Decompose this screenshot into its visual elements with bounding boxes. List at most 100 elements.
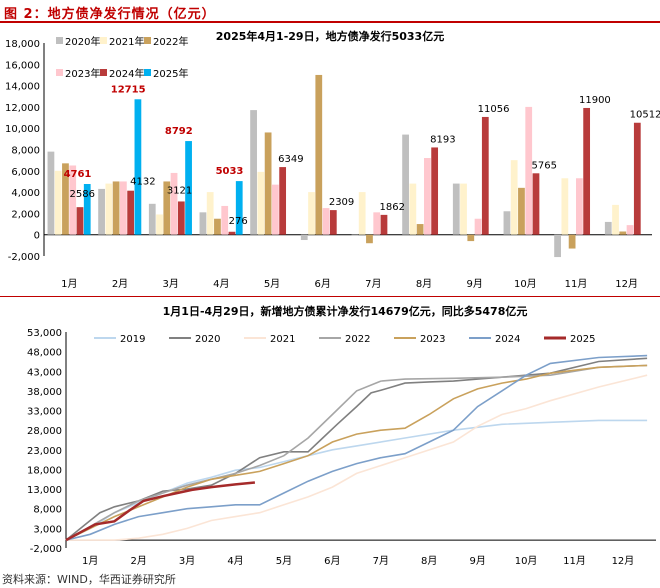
bar-data-label-2025: 4761: [64, 169, 92, 180]
y-tick-label: 18,000: [5, 39, 40, 50]
bar: [315, 74, 323, 235]
x-tick-label: 5月: [276, 555, 292, 567]
bar: [69, 165, 77, 235]
legend-label: 2020: [195, 334, 220, 345]
y-tick-label: 4,000: [11, 188, 40, 199]
y-tick-label: 48,000: [27, 348, 62, 359]
x-tick-label: 12月: [615, 278, 638, 290]
bar: [409, 183, 417, 235]
bar-data-label: 5765: [532, 160, 557, 171]
x-tick-label: 11月: [563, 555, 586, 567]
bar: [105, 183, 113, 235]
bar: [83, 183, 91, 235]
bar: [460, 183, 467, 235]
bar: [626, 225, 634, 235]
y-tick-label: -2,000: [30, 544, 62, 555]
y-tick-label: 8,000: [33, 505, 62, 516]
legend-label: 2024年: [109, 67, 144, 80]
bar-data-label: 4132: [130, 177, 155, 188]
x-tick-label: 3月: [162, 278, 178, 290]
bar: [576, 178, 583, 235]
y-tick-label: 10,000: [5, 124, 40, 135]
x-tick-label: 8月: [416, 278, 432, 290]
x-tick-label: 11月: [565, 278, 588, 290]
series-line: [65, 364, 648, 541]
x-tick-label: 9月: [466, 278, 482, 290]
bar: [112, 181, 120, 235]
bar: [228, 231, 236, 235]
bar: [214, 218, 221, 235]
bar: [156, 214, 163, 235]
bar: [474, 218, 482, 235]
series-line: [65, 419, 648, 541]
legend-label: 2022: [345, 334, 370, 345]
bar: [380, 214, 388, 235]
source-note: 资料来源：WIND，华西证券研究所: [2, 573, 176, 586]
bar-data-label: 11056: [478, 104, 510, 115]
bar: [221, 205, 229, 235]
y-tick-label: 6,000: [11, 167, 40, 178]
x-tick-label: 4月: [213, 278, 229, 290]
x-tick-label: 7月: [373, 555, 389, 567]
bar: [163, 181, 171, 235]
legend-swatch: [144, 37, 151, 44]
bar: [583, 107, 591, 235]
x-tick-label: 12月: [612, 555, 635, 567]
figure-header: 图 2：地方债净发行情况（亿元）: [0, 0, 660, 23]
bar-data-label: 2309: [329, 197, 354, 208]
legend-swatch: [144, 69, 151, 76]
bar: [532, 173, 540, 235]
y-tick-label: 0: [34, 231, 40, 242]
bar-data-label: 8193: [430, 134, 455, 145]
chart-title: 2025年4月1-29日，地方债净发行5033亿元: [216, 29, 444, 43]
x-tick-label: 1月: [61, 278, 77, 290]
x-tick-label: 2月: [130, 555, 146, 567]
bar-data-label: 6349: [278, 154, 303, 165]
x-tick-label: 1月: [82, 555, 98, 567]
legend-label: 2019: [120, 334, 145, 345]
legend-swatch: [100, 37, 107, 44]
y-tick-label: 18,000: [27, 465, 62, 476]
legend-label: 2023年: [65, 67, 100, 80]
x-tick-label: 6月: [314, 278, 330, 290]
bar: [170, 172, 178, 235]
y-tick-label: 12,000: [5, 103, 40, 114]
bar: [568, 234, 576, 249]
legend-label: 2021年: [109, 35, 144, 48]
x-tick-label: 9月: [469, 555, 485, 567]
bar: [424, 158, 431, 235]
chart-title: 1月1日-4月29日，新增地方债累计净发行14679亿元，同比多5478亿元: [163, 304, 528, 318]
bar-data-label: 2586: [70, 189, 95, 200]
bar: [300, 234, 308, 241]
bar: [329, 210, 337, 235]
bar: [619, 231, 627, 235]
bar: [633, 122, 641, 235]
bar: [481, 116, 489, 235]
bar: [272, 184, 279, 235]
y-tick-label: 28,000: [27, 426, 62, 437]
legend-label: 2024: [495, 334, 520, 345]
bar-data-label: 10512: [630, 110, 660, 121]
header-rule: [0, 21, 660, 23]
x-tick-label: 10月: [515, 555, 538, 567]
x-tick-label: 4月: [227, 555, 243, 567]
net-issuance-bar-chart: 2025年4月1-29日，地方债净发行5033亿元 -2,000 0 2,000 4,0…: [5, 29, 660, 290]
bar: [127, 190, 135, 235]
bar: [402, 134, 409, 235]
bar: [358, 192, 366, 235]
x-tick-label: 10月: [514, 278, 537, 290]
bar: [134, 99, 142, 235]
bar: [257, 171, 265, 235]
series-line: [65, 481, 256, 542]
y-tick-label: 38,000: [27, 387, 62, 398]
series-line: [65, 364, 648, 541]
bar: [206, 192, 214, 235]
x-tick-label: 7月: [365, 278, 381, 290]
bar: [431, 147, 439, 235]
bar: [561, 178, 569, 235]
bar: [199, 212, 207, 235]
legend-label: 2022年: [153, 35, 188, 48]
bar: [604, 221, 612, 235]
bar-data-label-2025: 12715: [111, 84, 146, 95]
bar: [351, 234, 359, 236]
